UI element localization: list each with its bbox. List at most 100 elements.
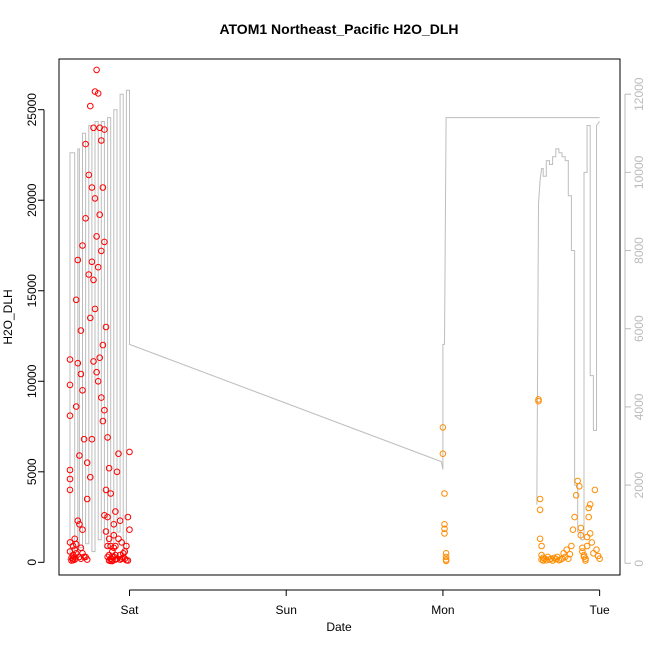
data-point [101,238,108,246]
data-point [101,512,108,519]
data-point [110,521,118,528]
data-point [124,557,132,564]
data-point [439,450,447,458]
data-point [442,550,450,557]
data-point [577,531,585,539]
data-point [547,555,555,563]
y-tick-label: 25000 [25,93,39,127]
data-point [93,66,100,74]
data-point [572,492,580,499]
data-point [101,126,108,133]
data-point [96,354,103,362]
altitude-lines [66,89,600,560]
data-point [94,263,102,271]
data-point [90,276,97,284]
data-point [115,535,122,543]
y-tick-label: 5000 [25,458,39,485]
data-point [93,368,100,376]
x-tick-label: Mon [431,603,454,617]
data-point [102,486,110,494]
data-point [586,530,594,537]
data-point [94,90,102,97]
data-point [568,542,575,550]
data-point [83,495,91,503]
data-point [66,356,74,363]
data-point [98,247,105,255]
data-point [101,406,108,414]
data-point [83,459,91,467]
data-point [93,233,100,240]
data-point [71,553,78,561]
data-point [66,475,74,483]
data-point [79,387,86,394]
data-point [539,557,547,564]
data-point [560,550,567,557]
right-tick-label: 8000 [632,237,646,264]
data-point [87,102,94,110]
data-point [565,555,572,563]
data-point [566,550,574,558]
data-point [441,530,448,537]
data-point [441,525,448,533]
data-point [588,539,596,546]
data-point [88,184,96,191]
data-point [72,403,80,410]
data-point [79,242,86,249]
data-point [123,542,130,550]
data-point [110,531,118,539]
x-axis: Sat Sun Mon Tue [121,589,611,617]
data-point [538,542,545,550]
data-point [576,483,583,490]
data-points [66,66,603,565]
data-point [536,535,544,543]
data-point [563,546,571,554]
data-point [105,464,113,472]
data-point [96,211,103,218]
right-tick-label: 10000 [632,155,646,189]
data-point [536,506,544,514]
data-point [441,490,448,497]
data-point [585,513,593,521]
data-point [112,551,119,559]
data-point [66,381,74,389]
data-point [439,424,447,431]
y-axis-label: H2O_DLH [1,289,15,344]
data-point [126,526,133,534]
data-point [102,528,110,535]
data-point [99,417,107,425]
right-tick-label: 4000 [632,393,646,420]
data-point [82,215,89,222]
chart-title: ATOM1 Northeast_Pacific H2O_DLH [219,21,458,37]
data-point [569,526,577,534]
data-point [442,557,450,565]
data-point [442,553,450,561]
data-point [66,412,74,420]
data-point [580,553,588,561]
data-point [585,504,593,512]
x-tick-label: Sat [121,603,140,617]
data-point [591,486,599,494]
right-tick-label: 2000 [632,471,646,498]
data-point [596,555,603,563]
data-point [66,466,74,474]
data-point [126,448,133,456]
data-point [110,544,118,552]
data-point [72,540,80,548]
data-point [112,508,119,515]
data-point [71,556,78,563]
x-tick-label: Tue [590,603,611,617]
data-point [107,490,114,497]
data-point [90,124,97,132]
y-tick-label: 15000 [25,274,39,308]
data-point [91,88,99,95]
data-point [118,539,125,546]
data-point [582,555,589,563]
data-point [87,314,94,322]
data-point [571,513,578,521]
data-point [583,533,591,541]
data-point [85,171,93,179]
right-tick-label: 12000 [632,77,646,111]
y-tick-label: 0 [25,559,39,566]
data-point [105,535,113,543]
